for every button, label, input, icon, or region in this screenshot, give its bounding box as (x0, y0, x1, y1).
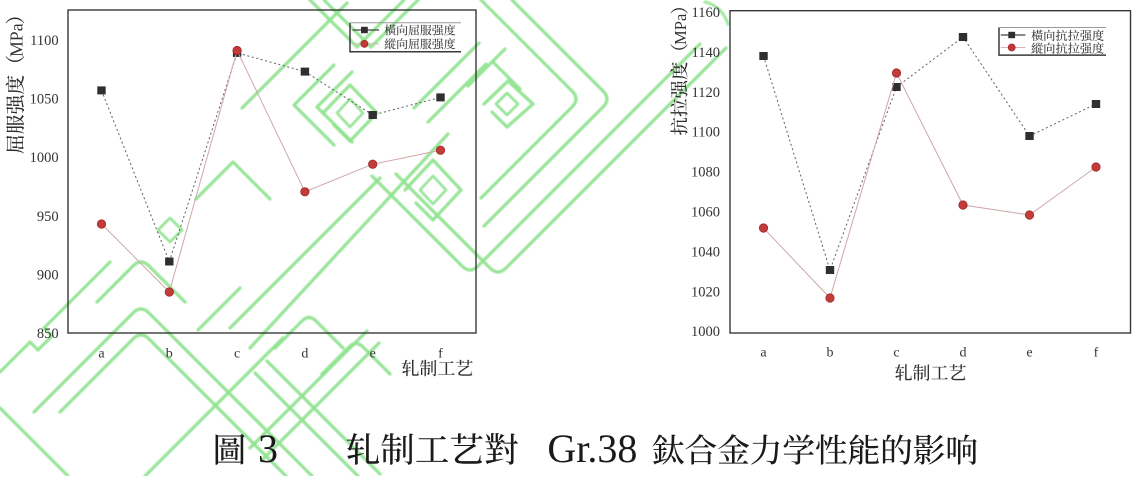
svg-text:850: 850 (37, 326, 59, 342)
svg-text:Gr.38: Gr.38 (547, 426, 637, 471)
svg-text:1020: 1020 (691, 284, 720, 300)
svg-text:1100: 1100 (30, 33, 58, 49)
svg-text:MPa: MPa (7, 23, 27, 57)
svg-text:1050: 1050 (30, 92, 59, 108)
svg-text:d: d (960, 346, 967, 361)
svg-text:e: e (1026, 346, 1032, 361)
svg-text:1000: 1000 (691, 324, 720, 340)
svg-text:1120: 1120 (692, 85, 720, 101)
svg-text:d: d (301, 347, 308, 362)
svg-text:b: b (827, 346, 834, 361)
svg-text:1080: 1080 (691, 165, 720, 181)
svg-text:900: 900 (37, 267, 59, 283)
svg-text:a: a (760, 346, 767, 361)
svg-text:1040: 1040 (691, 244, 720, 260)
svg-text:3: 3 (258, 426, 278, 471)
svg-text:f: f (438, 347, 443, 362)
svg-text:1160: 1160 (692, 5, 720, 21)
svg-text:950: 950 (37, 209, 59, 225)
svg-text:b: b (166, 347, 173, 362)
svg-text:c: c (234, 347, 240, 362)
svg-text:a: a (98, 347, 105, 362)
svg-text:f: f (1094, 346, 1099, 361)
svg-text:c: c (893, 346, 899, 361)
svg-text:1000: 1000 (30, 150, 59, 166)
svg-text:MPa: MPa (671, 13, 690, 45)
svg-text:1060: 1060 (691, 205, 720, 221)
svg-text:1140: 1140 (692, 45, 720, 61)
svg-text:e: e (370, 347, 376, 362)
svg-text:1100: 1100 (692, 125, 720, 141)
